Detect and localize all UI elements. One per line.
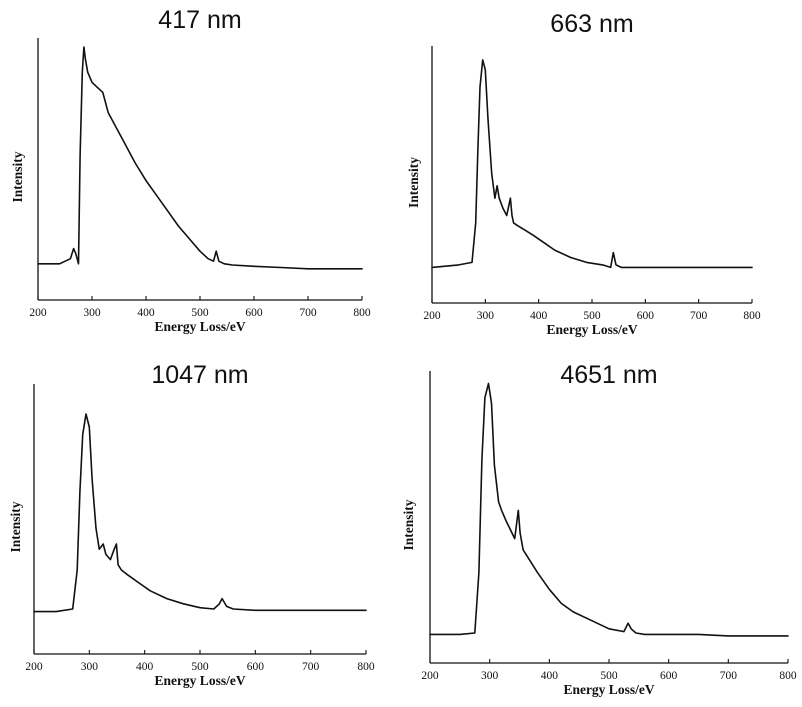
- chart-panel-4: 4651 nm 200 300 400 500 600 700 800 Energy Loss/…: [401, 361, 797, 697]
- x-tick-label: 600: [245, 307, 263, 319]
- x-tick-label: 300: [481, 670, 499, 682]
- x-tick-label: 600: [637, 310, 655, 322]
- x-tick-label: 300: [83, 307, 101, 319]
- x-tick-label: 800: [353, 307, 371, 319]
- chart-title: 417 nm: [158, 6, 241, 34]
- y-axis-label: Intensity: [401, 499, 416, 550]
- x-tick-label: 700: [302, 661, 320, 673]
- chart-panel-1: 417 nm 200 300 400 500 600 700 800 Energy Loss/e…: [10, 6, 371, 334]
- x-tick-label: 300: [477, 310, 495, 322]
- y-axis-label: Intensity: [8, 501, 23, 552]
- x-tick-label: 500: [191, 307, 209, 319]
- chart-panel-3: 1047 nm 200 300 400 500 600 700 800 Energy Loss/…: [8, 361, 375, 688]
- x-tick-label: 200: [421, 670, 439, 682]
- chart-title: 663 nm: [550, 10, 633, 38]
- x-tick-label: 700: [720, 670, 738, 682]
- x-tick-label: 300: [81, 661, 99, 673]
- y-axis-label: Intensity: [10, 151, 25, 202]
- x-tick-label: 700: [299, 307, 317, 319]
- y-axis-label: Intensity: [406, 157, 421, 208]
- x-tick-label: 600: [247, 661, 265, 673]
- x-axis-label: Energy Loss/eV: [154, 673, 245, 688]
- x-tick-label: 400: [136, 661, 154, 673]
- series-line-1: [37, 46, 363, 270]
- x-tick-label: 800: [357, 661, 375, 673]
- chart-panel-2: 663 nm 200 300 400 500 600 700 800 Energy Loss/e…: [406, 10, 761, 337]
- x-tick-label: 500: [583, 310, 601, 322]
- x-tick-label: 800: [779, 670, 797, 682]
- x-tick-label: 700: [690, 310, 708, 322]
- x-tick-label: 600: [660, 670, 678, 682]
- x-tick-label: 400: [137, 307, 155, 319]
- x-tick-label: 800: [743, 310, 761, 322]
- x-tick-label: 500: [600, 670, 618, 682]
- chart-title: 4651 nm: [560, 361, 657, 389]
- x-tick-label: 500: [191, 661, 209, 673]
- series-line-1: [33, 413, 367, 613]
- x-tick-label: 200: [29, 307, 47, 319]
- chart-title: 1047 nm: [151, 361, 248, 389]
- x-tick-label: 200: [25, 661, 43, 673]
- x-tick-label: 400: [530, 310, 548, 322]
- x-tick-label: 200: [423, 310, 441, 322]
- x-axis-label: Energy Loss/eV: [154, 319, 245, 334]
- series-line-1: [429, 382, 789, 637]
- x-axis-label: Energy Loss/eV: [546, 322, 637, 337]
- series-line-1: [431, 59, 753, 269]
- x-tick-label: 400: [541, 670, 559, 682]
- x-axis-label: Energy Loss/eV: [563, 682, 654, 697]
